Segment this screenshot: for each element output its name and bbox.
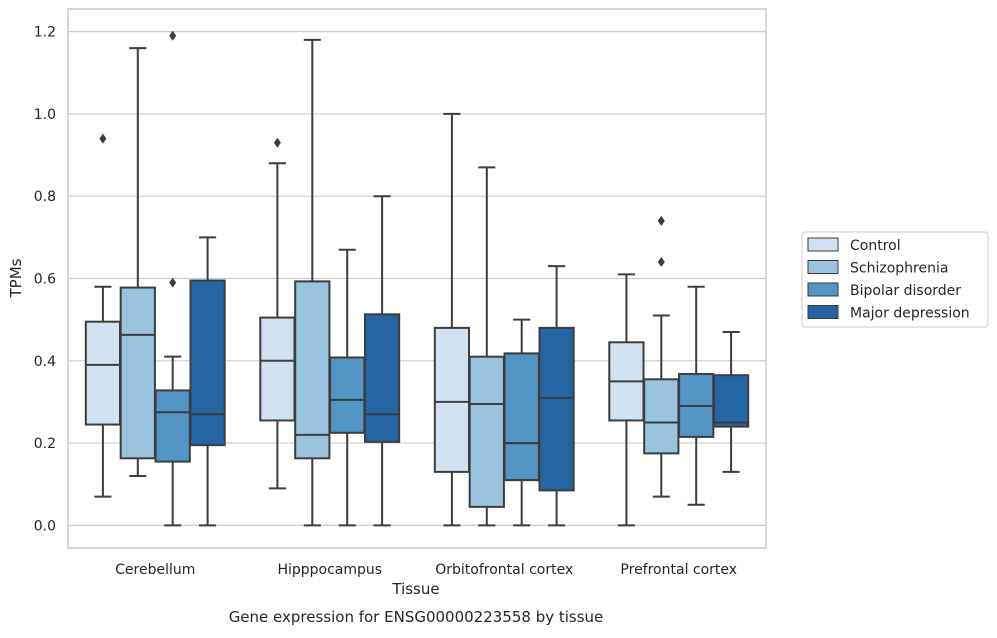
legend: Control Schizophrenia Bipolar disorder Majo… xyxy=(801,231,989,328)
box-iqr xyxy=(84,320,122,426)
box-iqr xyxy=(503,352,540,482)
legend-swatch xyxy=(807,305,839,319)
box-schizophrenia xyxy=(643,215,680,498)
legend-label: Major depression xyxy=(850,306,970,322)
box-control xyxy=(259,137,296,490)
y-tick-label: 0.6 xyxy=(34,272,56,288)
box-iqr xyxy=(643,378,680,455)
box-control xyxy=(433,112,471,527)
plot-frame xyxy=(67,8,767,549)
y-tick-labels: 0.0 0.2 0.4 0.6 0.8 1.0 1.2 xyxy=(34,25,56,535)
outlier-point xyxy=(99,133,107,144)
y-tick-label: 0.2 xyxy=(34,436,56,452)
box-bipolar-disorder xyxy=(678,285,715,506)
box-iqr xyxy=(468,355,505,508)
y-tick-label: 1.2 xyxy=(34,25,56,41)
outlier-point xyxy=(657,257,665,268)
box-iqr xyxy=(294,280,331,460)
box-schizophrenia xyxy=(468,166,505,527)
box-bipolar-disorder xyxy=(154,30,191,527)
x-tick-labels: Cerebellum Hipppocampus Orbitofrontal cort… xyxy=(115,562,737,578)
y-axis-label: TPMs xyxy=(7,258,25,298)
x-tick-label: Orbitofrontal cortex xyxy=(435,562,573,578)
y-tick-label: 1.0 xyxy=(34,107,56,123)
box-iqr xyxy=(189,279,226,447)
box-major-depression xyxy=(538,265,575,527)
box-iqr xyxy=(259,316,296,422)
legend-swatch xyxy=(807,260,839,274)
y-tick-label: 0.4 xyxy=(34,354,56,370)
box-schizophrenia xyxy=(119,47,156,477)
x-tick-label: Hipppocampus xyxy=(277,562,382,578)
box-control xyxy=(84,133,122,498)
box-marks xyxy=(84,30,750,527)
outlier-point xyxy=(169,30,177,41)
box-major-depression xyxy=(712,330,750,473)
y-tick-label: 0.0 xyxy=(34,518,56,534)
legend-swatch xyxy=(807,282,839,297)
x-tick-label: Prefrontal cortex xyxy=(620,562,737,578)
legend-label: Schizophrenia xyxy=(850,261,948,277)
x-axis-label: Tissue xyxy=(391,580,439,598)
outlier-point xyxy=(169,277,177,288)
box-bipolar-disorder xyxy=(503,318,540,527)
y-tick-label: 0.8 xyxy=(34,189,56,205)
legend-label: Control xyxy=(850,238,901,254)
box-iqr xyxy=(329,356,366,434)
box-iqr xyxy=(154,389,191,463)
x-tick-label: Cerebellum xyxy=(115,562,195,578)
outlier-point xyxy=(657,215,665,226)
box-major-depression xyxy=(363,195,401,527)
box-iqr xyxy=(433,326,471,473)
legend-frame xyxy=(801,231,989,328)
box-iqr xyxy=(538,326,575,492)
box-control xyxy=(608,273,645,527)
box-iqr xyxy=(712,374,750,428)
chart-caption: Gene expression for ENSG00000223558 by t… xyxy=(229,608,604,626)
box-iqr xyxy=(119,286,156,460)
box-major-depression xyxy=(189,236,226,527)
box-bipolar-disorder xyxy=(329,248,366,527)
outlier-point xyxy=(273,137,281,148)
box-iqr xyxy=(363,313,401,443)
legend-label: Bipolar disorder xyxy=(850,283,961,299)
legend-swatch xyxy=(807,237,839,252)
box-schizophrenia xyxy=(294,38,331,527)
